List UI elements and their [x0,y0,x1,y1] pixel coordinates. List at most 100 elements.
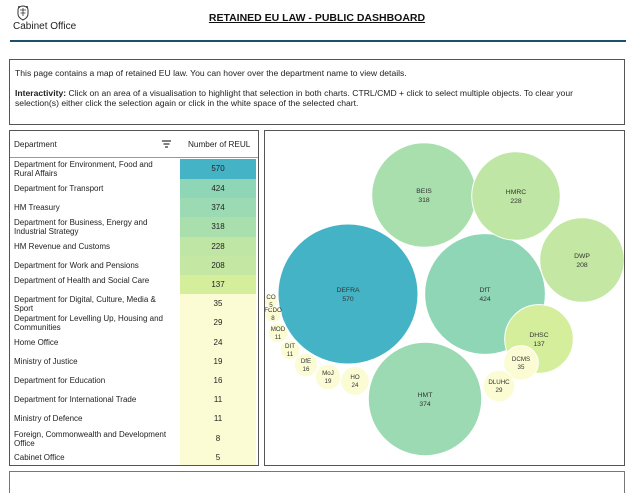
table-row[interactable]: HM Treasury 374 [10,198,258,217]
bubble-label: DfT [480,287,491,294]
interactivity-label: Interactivity: [15,87,67,98]
row-department[interactable]: Department for Digital, Culture, Media &… [14,295,156,313]
row-count[interactable]: 5 [180,448,256,465]
organisation-name: Cabinet Office [13,21,77,32]
row-department[interactable]: Department for Environment, Food and Rur… [14,160,153,178]
bubble-value: 5 [269,302,273,309]
table-row[interactable]: Department for Environment, Food and Rur… [10,159,258,179]
row-count[interactable]: 11 [180,390,256,409]
bubble-circle[interactable] [279,339,301,361]
table-row[interactable]: HM Revenue and Customs 228 [10,237,258,256]
bubble-value: 16 [303,366,310,373]
bubble-circle[interactable] [277,223,419,365]
table-row[interactable]: Foreign, Commonwealth and Development Of… [10,429,258,448]
row-department[interactable]: Foreign, Commonwealth and Development Of… [14,430,167,448]
bubble-dwp[interactable]: DWP 208 [539,217,624,303]
bubble-circle[interactable] [539,217,624,303]
row-count[interactable]: 29 [180,313,256,333]
bubble-circle[interactable] [371,142,477,248]
row-count[interactable]: 318 [180,217,256,237]
row-count[interactable]: 11 [180,409,256,429]
bubble-label: BEIS [416,188,432,195]
row-department[interactable]: Department of Health and Social Care [14,276,150,285]
row-count[interactable]: 570 [180,159,256,179]
table-row[interactable]: Home Office 24 [10,333,258,352]
row-count[interactable]: 208 [180,256,256,275]
table-row[interactable]: Ministry of Justice 19 [10,352,258,371]
row-count[interactable]: 8 [180,429,256,448]
row-count[interactable]: 137 [180,275,256,294]
bubble-circle[interactable] [314,363,342,391]
column-header-department[interactable]: Department [14,140,57,149]
row-department[interactable]: Cabinet Office [14,453,65,462]
bubble-circle[interactable] [293,352,319,378]
row-count[interactable]: 16 [180,371,256,390]
bubble-label: DIT [285,343,295,350]
bubble-label: MOD [271,326,286,333]
bubble-circle[interactable] [503,345,539,381]
bubble-defra[interactable]: DEFRA 570 [277,223,419,365]
bubble-value: 29 [496,387,503,394]
row-department[interactable]: Home Office [14,338,59,347]
table-row[interactable]: Department for Business, Energy and Indu… [10,217,258,237]
table-row[interactable]: Cabinet Office 5 [10,448,258,465]
bubble-chart[interactable]: DEFRA 570 DfT 424 HMT 374 BEIS 318 HMRC 228 DWP 208… [265,131,624,465]
page-header: Cabinet Office RETAINED EU LAW - PUBLIC … [0,0,634,42]
table-row[interactable]: Department for Digital, Culture, Media &… [10,294,258,313]
table-row[interactable]: Department for Education 16 [10,371,258,390]
row-count[interactable]: 228 [180,237,256,256]
bubble-label: DWP [574,253,590,260]
row-count[interactable]: 19 [180,352,256,371]
row-department[interactable]: Department for Work and Pensions [14,261,139,270]
bubble-co[interactable]: CO5 [265,293,279,309]
bubble-circle[interactable] [482,369,516,403]
bubble-circle[interactable] [267,322,289,344]
table-row[interactable]: Department for Levelling Up, Housing and… [10,313,258,333]
bubble-circle[interactable] [265,293,279,309]
row-department[interactable]: Department for International Trade [14,395,137,404]
bubble-value: 228 [510,198,522,205]
table-row[interactable]: Department for Work and Pensions 208 [10,256,258,275]
sort-icon[interactable] [162,140,171,148]
row-department[interactable]: HM Treasury [14,203,60,212]
row-department[interactable]: HM Revenue and Customs [14,242,111,251]
bubble-value: 374 [419,401,431,408]
row-count[interactable]: 424 [180,179,256,198]
bubble-value: 24 [352,382,359,389]
row-count[interactable]: 35 [180,294,256,313]
row-department[interactable]: Department for Business, Energy and Indu… [14,218,148,236]
row-department[interactable]: Ministry of Justice [14,357,78,366]
table-row[interactable]: Department for Transport 424 [10,179,258,198]
royal-crest-icon [17,5,29,21]
bubble-value: 318 [418,197,430,204]
bubble-label: DCMS [512,356,530,363]
column-header-count[interactable]: Number of REUL [188,140,251,149]
row-department[interactable]: Department for Education [14,376,106,385]
row-count[interactable]: 24 [180,333,256,352]
department-table[interactable]: Department Number of REUL Department for… [9,130,259,466]
bubble-beis[interactable]: BEIS 318 [371,142,477,248]
row-department[interactable]: Department for Levelling Up, Housing and… [14,314,163,332]
table-row[interactable]: Department for International Trade 11 [10,390,258,409]
row-department[interactable]: Ministry of Defence [14,414,83,423]
table-row[interactable]: Ministry of Defence 11 [10,409,258,429]
bubble-value: 570 [342,296,354,303]
bubble-hmrc[interactable]: HMRC 228 [471,151,561,241]
bubble-circle[interactable] [471,151,561,241]
page-title: RETAINED EU LAW - PUBLIC DASHBOARD [208,12,426,24]
bubble-circle[interactable] [367,341,483,457]
table-row[interactable]: Department of Health and Social Care 137 [10,275,258,294]
bubble-chart-panel[interactable]: DEFRA 570 DfT 424 HMT 374 BEIS 318 HMRC 228 DWP 208… [264,130,625,466]
row-count[interactable]: 374 [180,198,256,217]
row-department[interactable]: Department for Transport [14,184,104,193]
bubble-hmt[interactable]: HMT 374 [367,341,483,457]
bubble-circle[interactable] [340,366,370,396]
